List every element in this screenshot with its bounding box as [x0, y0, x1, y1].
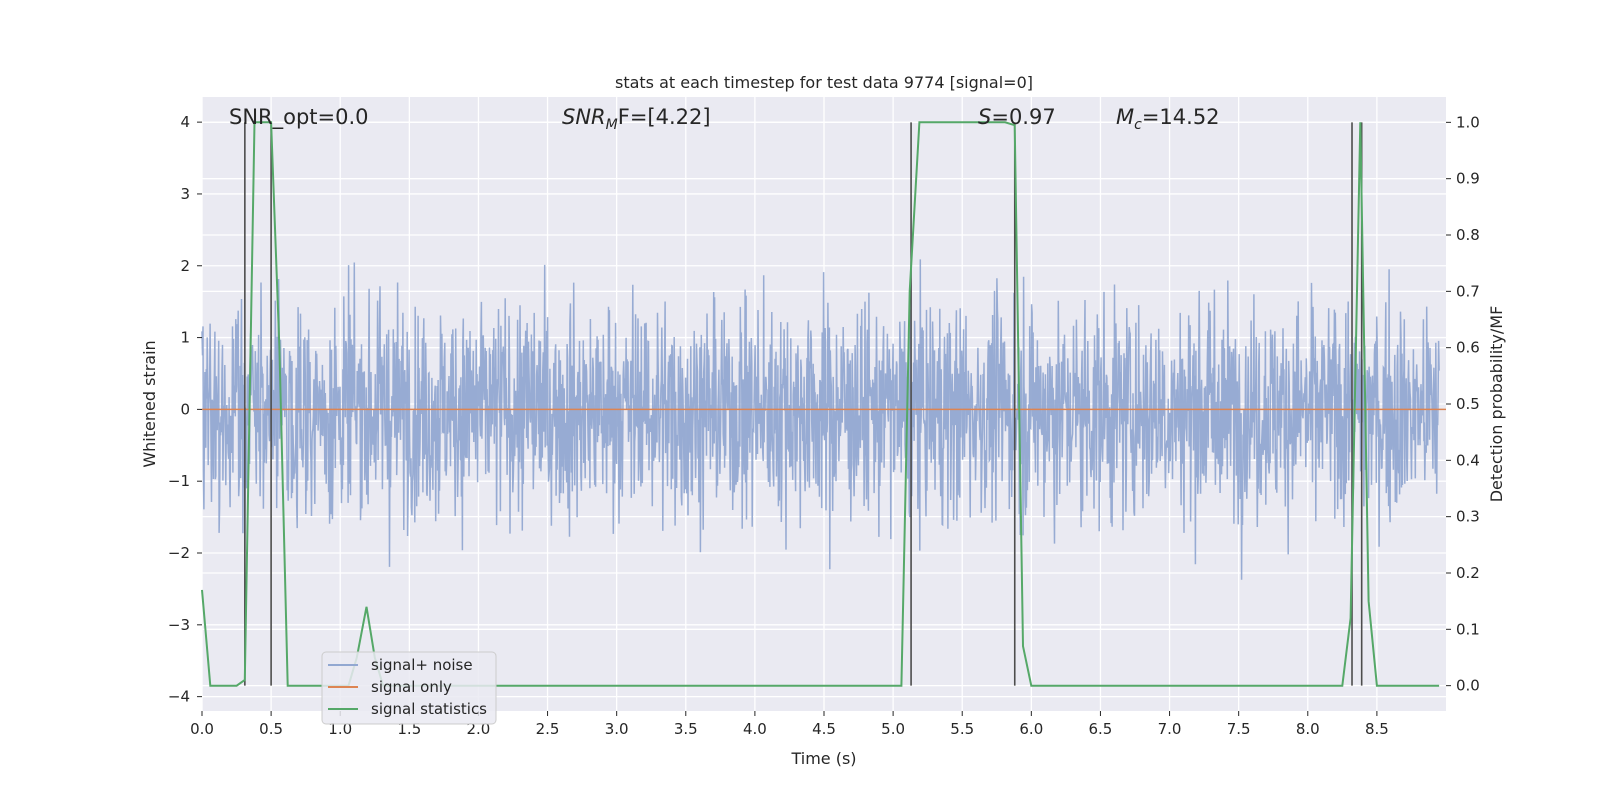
x-tick-label-17: 8.5 — [1365, 720, 1389, 738]
annotation-s: S=0.97 — [978, 105, 1056, 129]
legend-label-signal-only: signal only — [371, 678, 452, 696]
y-left-tick-label-2: −2 — [168, 544, 190, 562]
y-right-tick-label-10: 1.0 — [1456, 113, 1480, 131]
legend: signal+ noise signal only signal statist… — [321, 651, 497, 725]
x-tick-label-13: 6.5 — [1089, 720, 1113, 738]
x-tick-label-14: 7.0 — [1158, 720, 1182, 738]
y-left-tick-label-5: 1 — [180, 329, 190, 347]
y-right-tick-label-2: 0.2 — [1456, 564, 1480, 582]
x-tick-label-6: 3.0 — [605, 720, 629, 738]
x-tick-label-12: 6.0 — [1019, 720, 1043, 738]
x-tick-label-16: 8.0 — [1296, 720, 1320, 738]
x-tick-label-8: 4.0 — [743, 720, 767, 738]
annotation-mc: Mc=14.52 — [1116, 105, 1220, 133]
x-axis-ticks: 0.0 0.5 1.0 1.5 2.0 2.5 3.0 3.5 4.0 4.5 5.0 5.5 6.0 6… — [190, 711, 1389, 738]
annotation-mc-prefix: M — [1116, 105, 1134, 129]
y-right-tick-label-7: 0.7 — [1456, 282, 1480, 300]
y-right-tick-label-9: 0.9 — [1456, 170, 1480, 188]
y-left-tick-label-3: −1 — [168, 472, 190, 490]
signal-statistics-line — [201, 121, 1440, 687]
y-right-tick-label-5: 0.5 — [1456, 395, 1480, 413]
legend-label-signal-statistics: signal statistics — [371, 700, 487, 718]
annotation-s-prefix: S — [978, 105, 991, 129]
legend-label-signal-noise: signal+ noise — [371, 656, 473, 674]
y-left-tick-label-4: 0 — [180, 400, 190, 418]
x-tick-label-11: 5.5 — [950, 720, 974, 738]
x-tick-label-7: 3.5 — [674, 720, 698, 738]
x-tick-label-9: 4.5 — [812, 720, 836, 738]
y-left-tick-label-7: 3 — [180, 185, 190, 203]
x-tick-label-15: 7.5 — [1227, 720, 1251, 738]
chart-title: stats at each timestep for test data 977… — [615, 73, 1033, 92]
annotation-mc-suffix: =14.52 — [1142, 105, 1220, 129]
y-left-tick-label-6: 2 — [180, 257, 190, 275]
annotation-snr-mf-prefix: SNR — [562, 105, 606, 129]
annotation-snr-opt: SNR_opt=0.0 — [229, 105, 369, 130]
annotation-snr-mf: SNRMF=[4.22] — [562, 105, 711, 133]
annotation-snr-mf-sub: M — [606, 117, 618, 133]
y-right-axis-ticks: 0.0 0.1 0.2 0.3 0.4 0.5 0.6 0.7 0.8 0.9 1.0 — [1446, 113, 1480, 695]
y-left-axis-title: Whitened strain — [140, 340, 159, 467]
annotation-snr-mf-suffix: F=[4.22] — [618, 105, 711, 129]
y-left-tick-label-0: −4 — [168, 688, 190, 706]
y-right-axis-title: Detection probability/MF — [1487, 306, 1506, 503]
y-right-tick-label-0: 0.0 — [1456, 677, 1480, 695]
x-axis-title: Time (s) — [790, 749, 856, 768]
x-tick-label-10: 5.0 — [881, 720, 905, 738]
y-right-tick-label-3: 0.3 — [1456, 508, 1480, 526]
y-right-tick-label-1: 0.1 — [1456, 620, 1480, 638]
y-left-tick-label-1: −3 — [168, 616, 190, 634]
x-tick-label-5: 2.5 — [536, 720, 560, 738]
x-tick-label-1: 0.5 — [259, 720, 283, 738]
signal-noise-line — [201, 259, 1440, 580]
legend-box — [321, 651, 497, 725]
x-tick-label-0: 0.0 — [190, 720, 214, 738]
annotation-mc-sub: c — [1134, 117, 1142, 133]
y-right-tick-label-4: 0.4 — [1456, 451, 1480, 469]
annotation-s-suffix: =0.97 — [991, 105, 1055, 129]
signal-statistics-trace — [201, 121, 1440, 687]
y-right-tick-label-8: 0.8 — [1456, 226, 1480, 244]
y-right-tick-label-6: 0.6 — [1456, 339, 1480, 357]
signal-noise-trace — [201, 259, 1440, 580]
y-left-tick-label-8: 4 — [180, 113, 190, 131]
y-left-axis-ticks: −4 −3 −2 −1 0 1 2 3 4 — [168, 113, 202, 706]
